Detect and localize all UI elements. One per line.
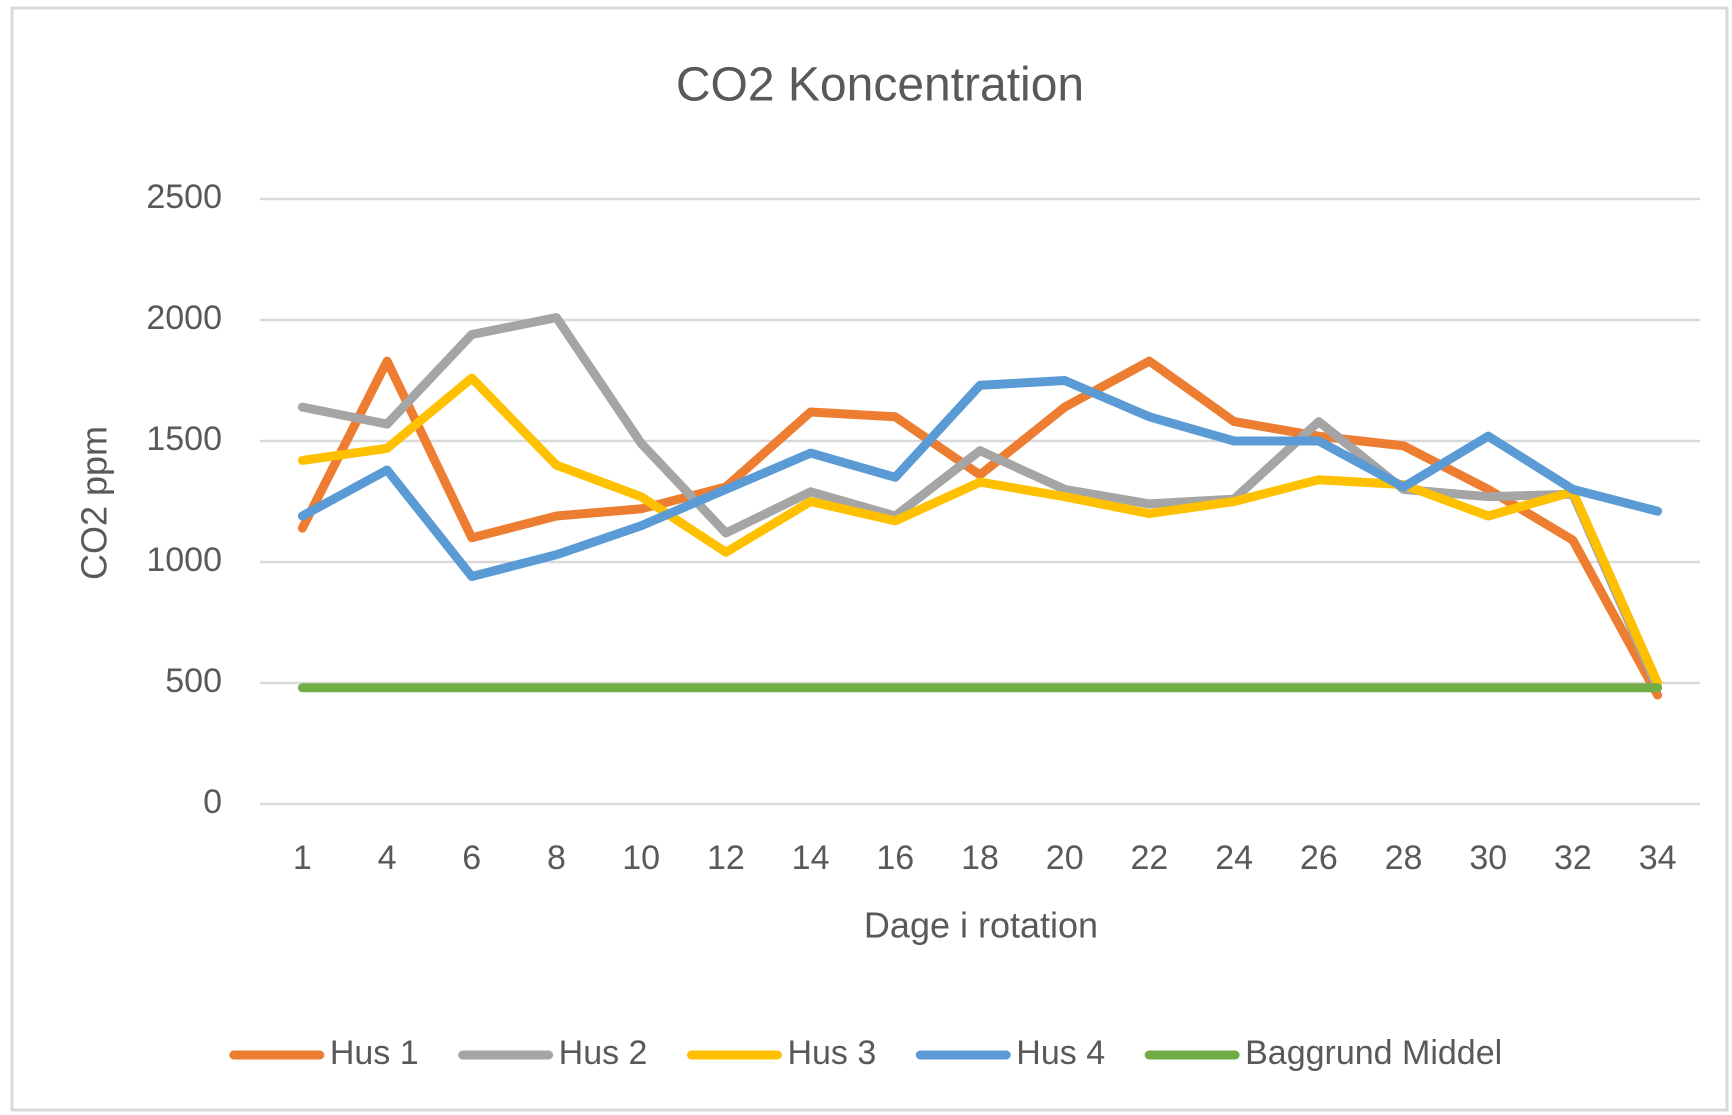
x-tick-label: 24 [1215, 839, 1253, 877]
y-tick-label: 0 [203, 783, 222, 821]
legend-label: Hus 4 [1016, 1034, 1105, 1072]
y-tick-label: 2500 [146, 178, 222, 216]
legend-label: Hus 1 [330, 1034, 419, 1072]
x-tick-label: 1 [293, 839, 312, 877]
y-axis-label: CO2 ppm [74, 426, 115, 580]
legend-label: Baggrund Middel [1245, 1034, 1502, 1072]
x-tick-label: 22 [1130, 839, 1168, 877]
x-axis-label: Dage i rotation [864, 905, 1098, 946]
x-tick-label: 34 [1639, 839, 1677, 877]
x-tick-label: 30 [1469, 839, 1507, 877]
series-line [297, 373, 1663, 688]
y-tick-label: 1000 [146, 541, 222, 579]
x-tick-label: 8 [547, 839, 566, 877]
x-tick-label: 6 [462, 839, 481, 877]
y-tick-label: 500 [165, 662, 222, 700]
chart-frame [10, 6, 1729, 1112]
legend-label: Hus 2 [559, 1034, 648, 1072]
series-line [297, 376, 1663, 581]
x-tick-label: 12 [707, 839, 745, 877]
x-tick-label: 14 [792, 839, 830, 877]
x-tick-label: 4 [378, 839, 397, 877]
x-tick-label: 18 [961, 839, 999, 877]
x-tick-label: 20 [1046, 839, 1084, 877]
x-tick-label: 32 [1554, 839, 1592, 877]
chart-title: CO2 Koncentration [676, 59, 1084, 112]
legend-label: Hus 3 [787, 1034, 876, 1072]
x-tick-label: 26 [1300, 839, 1338, 877]
x-tick-label: 28 [1385, 839, 1423, 877]
x-tick-label: 16 [876, 839, 914, 877]
y-tick-label: 1500 [146, 420, 222, 458]
series-line [297, 356, 1663, 700]
x-tick-label: 10 [622, 839, 660, 877]
y-tick-label: 2000 [146, 299, 222, 337]
